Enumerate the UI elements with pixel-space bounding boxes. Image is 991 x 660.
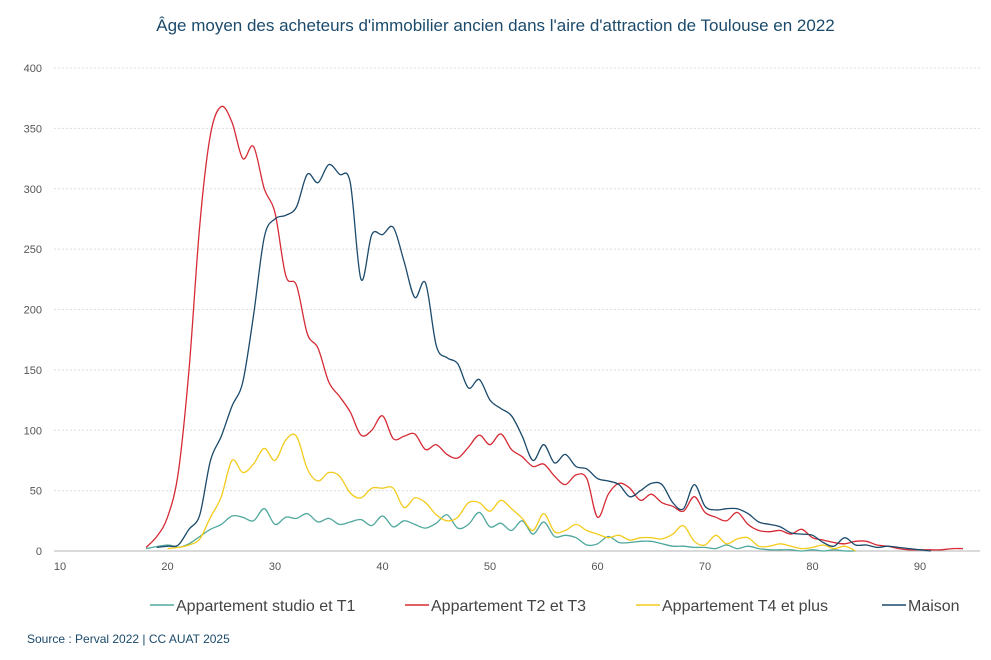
series-lines xyxy=(145,105,964,552)
x-tick-label: 50 xyxy=(484,561,496,573)
x-tick-label: 20 xyxy=(161,561,173,573)
x-tick-label: 70 xyxy=(699,561,711,573)
series-line-2 xyxy=(145,105,964,551)
legend-label: Appartement T2 et T3 xyxy=(431,598,586,615)
y-tick-label: 400 xyxy=(24,63,42,75)
y-tick-label: 300 xyxy=(24,184,42,196)
source-note: Source : Perval 2022 | CC AUAT 2025 xyxy=(27,632,230,646)
x-tick-label: 40 xyxy=(376,561,388,573)
x-tick-label: 90 xyxy=(914,561,926,573)
legend: Appartement studio et T1 Appartement T2 e… xyxy=(150,598,960,615)
x-tick-label: 60 xyxy=(591,561,603,573)
x-tick-label: 10 xyxy=(54,561,66,573)
y-tick-label: 250 xyxy=(24,244,42,256)
x-tick-label: 80 xyxy=(806,561,818,573)
y-axis-ticks: 0 50 100 150 200 250 300 350 400 xyxy=(24,63,42,558)
y-tick-label: 0 xyxy=(36,546,42,558)
x-axis-ticks: 10 20 30 40 50 60 70 80 90 xyxy=(54,561,926,573)
chart-title: Âge moyen des acheteurs d'immobilier anc… xyxy=(156,16,835,35)
y-tick-label: 350 xyxy=(24,123,42,135)
y-tick-label: 150 xyxy=(24,365,42,377)
legend-label: Appartement studio et T1 xyxy=(176,598,355,615)
y-tick-label: 100 xyxy=(24,425,42,437)
series-line-4 xyxy=(156,163,931,552)
series-line-3 xyxy=(167,433,856,552)
x-tick-label: 30 xyxy=(269,561,281,573)
legend-label: Maison xyxy=(908,598,960,615)
series-line-1 xyxy=(145,508,856,552)
y-tick-label: 50 xyxy=(30,486,42,498)
y-tick-label: 200 xyxy=(24,305,42,317)
legend-label: Appartement T4 et plus xyxy=(662,598,828,615)
